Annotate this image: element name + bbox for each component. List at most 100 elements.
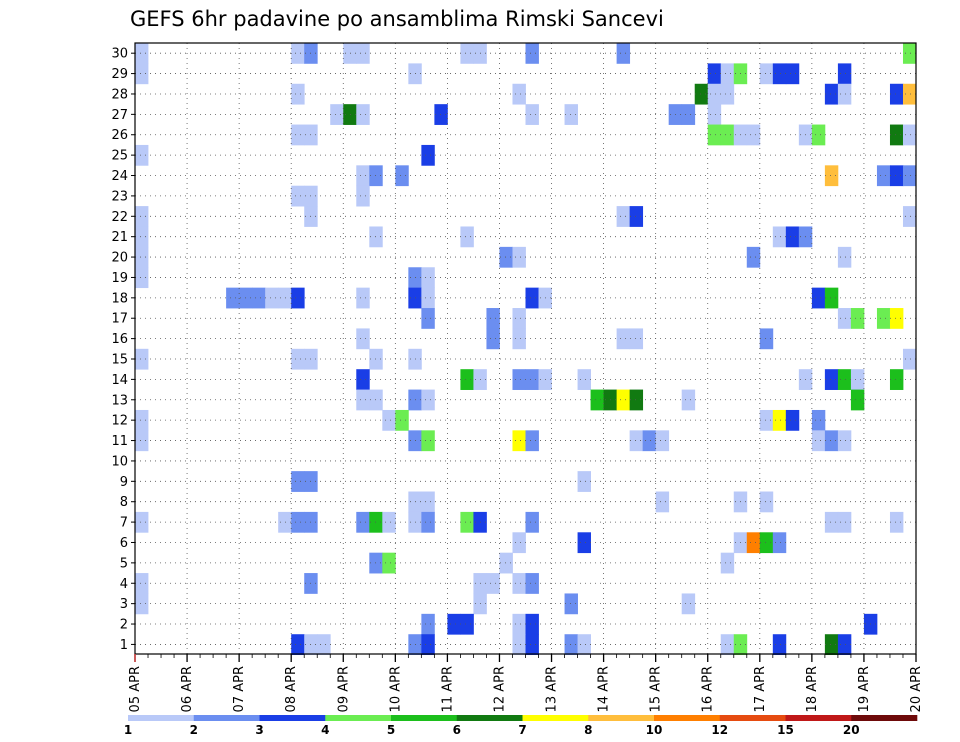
heatmap-cell	[824, 83, 839, 105]
heatmap-cell	[681, 389, 696, 411]
legend-color-swatch	[391, 715, 458, 721]
heatmap-cell	[902, 206, 917, 227]
heatmap-cell	[356, 43, 370, 64]
heatmap-cell	[759, 63, 774, 85]
heatmap-cell	[642, 430, 657, 452]
heatmap-cell	[135, 246, 149, 268]
heatmap-cell	[824, 430, 839, 452]
heatmap-cell	[720, 634, 735, 656]
heatmap-cell	[837, 83, 852, 105]
heatmap-cell	[746, 124, 761, 146]
y-tick-label: 25	[111, 149, 128, 164]
legend-color-swatch	[128, 715, 195, 721]
heatmap-cell	[135, 511, 149, 533]
legend-threshold-label: 15	[777, 723, 794, 737]
heatmap-cell	[512, 328, 526, 350]
heatmap-cell	[759, 532, 774, 554]
y-tick-label: 10	[111, 454, 128, 469]
heatmap-cell	[512, 634, 526, 656]
heatmap-cell	[369, 226, 383, 248]
y-tick-label: 19	[111, 271, 128, 286]
legend-color-swatch	[259, 715, 326, 721]
heatmap-cell	[135, 348, 149, 370]
heatmap-cell	[837, 63, 852, 85]
legend-color-swatch	[193, 715, 260, 721]
heatmap-cell	[577, 532, 591, 554]
heatmap-cell	[889, 369, 904, 390]
heatmap-cell	[135, 573, 149, 594]
heatmap-cell	[512, 369, 526, 390]
heatmap-cell	[499, 246, 513, 268]
y-tick-label: 14	[111, 373, 128, 388]
heatmap-cell	[421, 511, 435, 533]
heatmap-cell	[720, 83, 735, 105]
heatmap-cell	[512, 308, 526, 329]
heatmap-cell	[356, 287, 370, 309]
legend-threshold-label: 3	[255, 723, 263, 737]
heatmap-cell	[837, 308, 852, 329]
y-tick-label: 13	[111, 393, 128, 408]
heatmap-cell	[902, 124, 917, 146]
y-tick-label: 3	[120, 597, 128, 612]
heatmap-cell	[291, 124, 305, 146]
heatmap-cell	[772, 532, 787, 554]
x-tick-label: 14 APR	[597, 666, 612, 712]
heatmap-cell	[837, 511, 852, 533]
heatmap-cell	[772, 409, 787, 431]
y-tick-label: 15	[111, 352, 128, 367]
y-tick-label: 23	[111, 189, 128, 204]
heatmap-cell	[772, 634, 787, 656]
heatmap-cell	[564, 593, 578, 615]
legend-threshold-label: 6	[453, 723, 461, 737]
heatmap-cell	[460, 369, 474, 390]
heatmap-cell	[135, 430, 149, 452]
heatmap-cell	[486, 328, 500, 350]
y-tick-label: 7	[120, 516, 128, 531]
heatmap-cell	[317, 634, 331, 656]
heatmap-cell	[525, 613, 539, 635]
heatmap-cell	[889, 165, 904, 187]
heatmap-cell	[486, 308, 500, 329]
heatmap-cell	[486, 573, 500, 594]
legend-threshold-label: 2	[190, 723, 198, 737]
x-tick-label: 17 APR	[753, 666, 768, 712]
heatmap-cell	[525, 369, 539, 390]
heatmap-cell	[889, 124, 904, 146]
heatmap-cell	[291, 634, 305, 656]
heatmap-cell	[252, 287, 266, 309]
heatmap-cell	[135, 409, 149, 431]
heatmap-cell	[759, 409, 774, 431]
heatmap-cell	[590, 389, 604, 411]
heatmap-cell	[616, 328, 631, 350]
heatmap-cell	[421, 144, 435, 166]
heatmap-cell	[421, 613, 435, 635]
heatmap-cell	[564, 634, 578, 656]
heatmap-cell	[577, 369, 591, 390]
legend-threshold-label: 10	[646, 723, 663, 737]
heatmap-cell	[850, 308, 865, 329]
heatmap-cell	[421, 267, 435, 289]
color-legend: 1 2 3 4 5 6 7 8 10 12 15 20	[124, 715, 918, 737]
heatmap-cell	[226, 287, 240, 309]
heatmap-cell	[395, 165, 409, 187]
heatmap-cell	[421, 634, 435, 656]
heatmap-cell	[811, 430, 826, 452]
y-tick-label: 4	[120, 577, 128, 592]
heatmap-cell	[785, 63, 800, 85]
heatmap-cell	[707, 124, 722, 146]
heatmap-cell	[356, 389, 370, 411]
heatmap-cell	[811, 124, 826, 146]
heatmap-cell	[135, 144, 149, 166]
dotted-grid	[135, 43, 916, 654]
heatmap-cell	[421, 287, 435, 309]
x-tick-label: 07 APR	[232, 666, 247, 712]
legend-color-swatch	[785, 715, 852, 721]
heatmap-cell	[369, 165, 383, 187]
heatmap-cell	[629, 206, 644, 227]
heatmap-cell	[837, 369, 852, 390]
y-tick-label: 24	[111, 169, 128, 184]
y-tick-label: 21	[111, 230, 128, 245]
heatmap-cell	[525, 511, 539, 533]
heatmap-cell	[278, 511, 292, 533]
